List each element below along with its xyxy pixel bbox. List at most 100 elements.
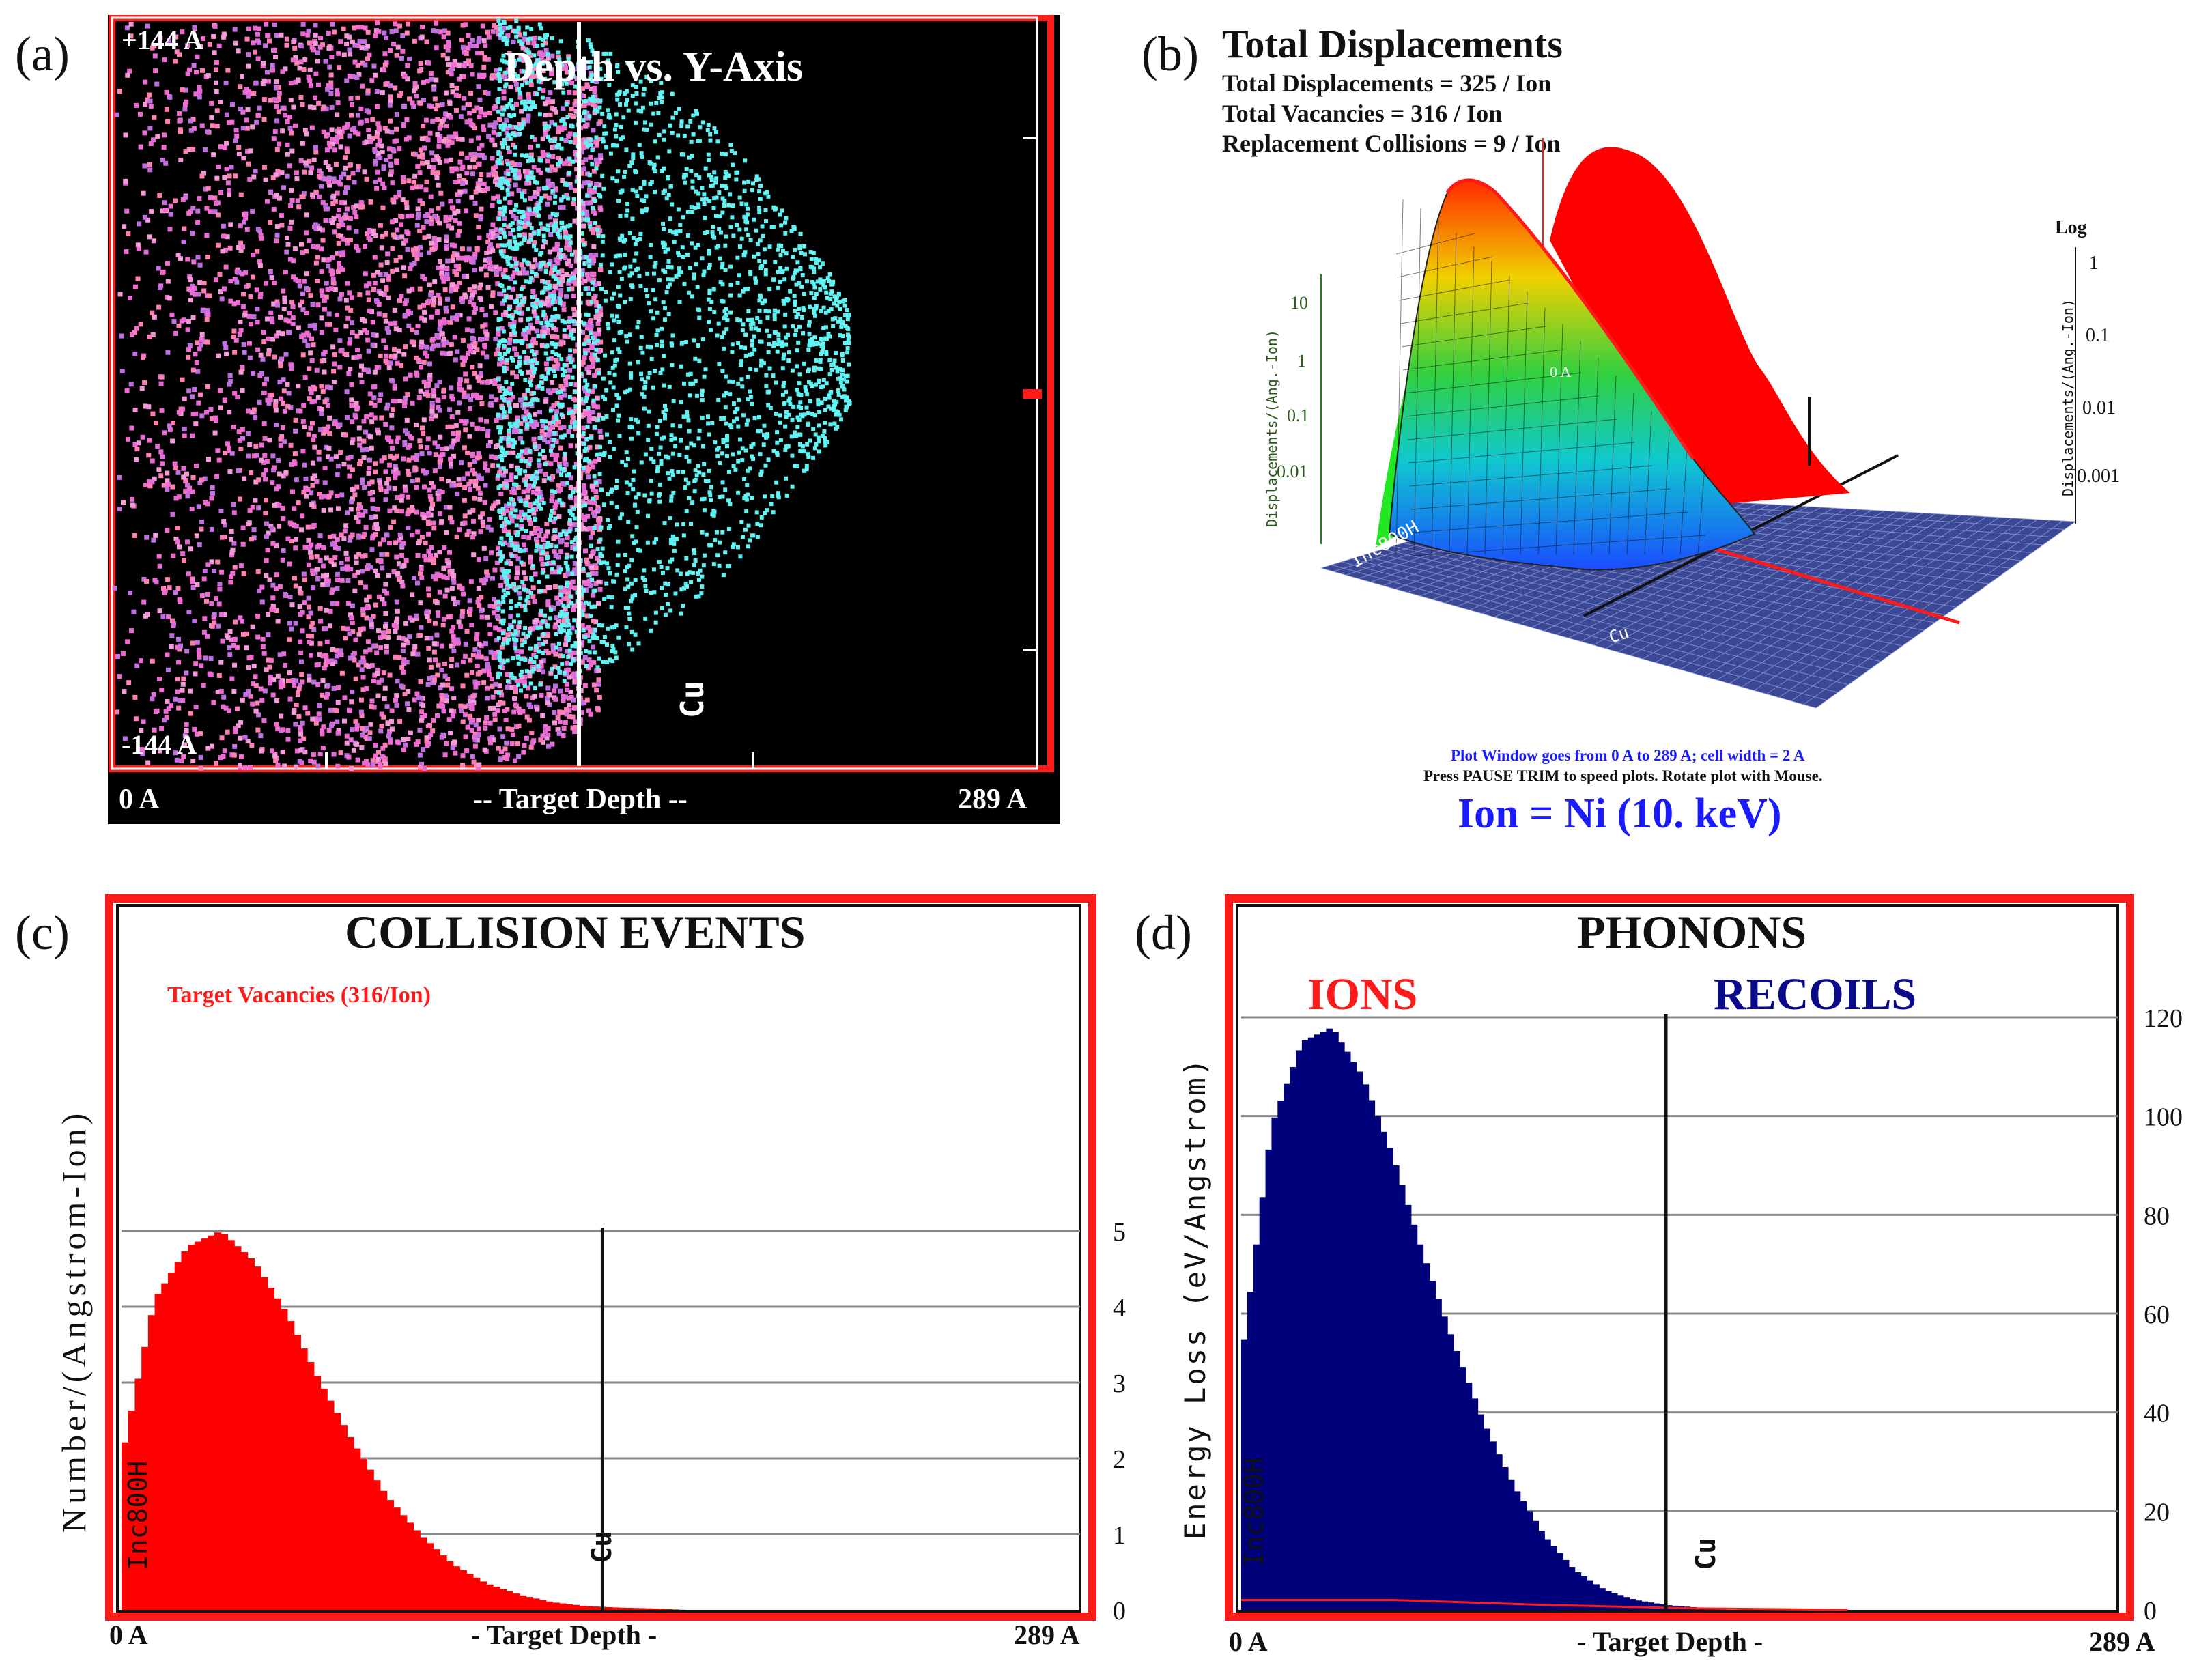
panel-a-point-4530 bbox=[420, 24, 425, 29]
panel-a-point-2902 bbox=[450, 89, 455, 95]
panel-a-point-1383 bbox=[443, 505, 449, 510]
panel-a-point-2822 bbox=[437, 300, 442, 306]
panel-a-point-2553 bbox=[332, 659, 338, 664]
panel-a-point-4067 bbox=[484, 332, 490, 337]
panel-a-point-566 bbox=[371, 705, 377, 710]
panel-a-point-838 bbox=[501, 472, 507, 478]
panel-a-point-1647 bbox=[477, 188, 483, 193]
panel-a-point-1021 bbox=[141, 599, 147, 605]
panel-a-point-2647 bbox=[404, 417, 410, 423]
panel-a-point-1207 bbox=[567, 675, 572, 680]
panel-a-point-4220 bbox=[453, 131, 458, 137]
panel-a-point-3528 bbox=[581, 468, 586, 473]
panel-a-point-3618 bbox=[258, 733, 264, 739]
panel-a-point-191 bbox=[450, 441, 455, 447]
panel-a-point-3933 bbox=[274, 302, 280, 308]
panel-a-point-4188 bbox=[368, 617, 373, 623]
panel-a-point-1400 bbox=[209, 100, 214, 106]
panel-a-point-1469 bbox=[236, 145, 242, 150]
panel-a-point-1054 bbox=[365, 231, 370, 236]
panel-a-point-2596 bbox=[551, 290, 556, 296]
panel-a-point-1847 bbox=[591, 244, 597, 249]
panel-a-point-1803 bbox=[257, 105, 262, 111]
panel-a-point-3581 bbox=[510, 286, 515, 292]
panel-a-point-1446 bbox=[543, 315, 548, 321]
panel-a-point-4708 bbox=[324, 281, 329, 286]
panel-a-point-4845 bbox=[409, 436, 414, 441]
panel-a-point-3832 bbox=[421, 417, 427, 423]
panel-a-point-483 bbox=[277, 380, 283, 385]
panel-a-point-4021 bbox=[310, 568, 315, 573]
panel-a-point-403 bbox=[347, 133, 352, 139]
panel-a-point-4719 bbox=[463, 427, 468, 433]
panel-a-point-341 bbox=[233, 128, 239, 133]
panel-a-point-795 bbox=[240, 244, 246, 250]
panel-a-point-4424 bbox=[470, 670, 475, 675]
panel-a-point-1640 bbox=[324, 322, 330, 327]
panel-a-point-3490 bbox=[330, 255, 335, 261]
panel-a-point-4490 bbox=[415, 553, 421, 558]
panel-a-point-1995 bbox=[378, 761, 383, 767]
panel-a-point-2105 bbox=[438, 573, 443, 578]
panel-a-point-621 bbox=[306, 74, 311, 80]
panel-a-point-3538 bbox=[350, 653, 356, 658]
panel-a-point-62 bbox=[528, 232, 534, 238]
panel-a-point-3669 bbox=[180, 87, 185, 93]
panel-a-point-1658 bbox=[438, 133, 443, 139]
panel-a-point-3994 bbox=[327, 534, 332, 539]
panel-a-point-707 bbox=[260, 81, 266, 87]
panel-a-point-197 bbox=[281, 307, 287, 312]
panel-a-point-1613 bbox=[286, 330, 292, 335]
panel-a-point-4495 bbox=[585, 391, 591, 397]
panel-a-point-2670 bbox=[519, 68, 524, 74]
panel-a-point-1883 bbox=[449, 385, 454, 391]
panel-a-point-4600 bbox=[450, 397, 455, 402]
panel-a-point-1894 bbox=[296, 690, 301, 696]
panel-a-point-1197 bbox=[386, 365, 392, 371]
panel-a-point-4922 bbox=[371, 228, 376, 233]
panel-a-point-1715 bbox=[573, 382, 579, 388]
panel-a-point-3553 bbox=[117, 507, 122, 512]
panel-a-point-1732 bbox=[399, 498, 404, 503]
panel-a-point-98 bbox=[472, 647, 478, 652]
panel-a-point-3884 bbox=[411, 151, 416, 156]
panel-a-point-869 bbox=[425, 519, 431, 524]
panel-a-point-4510 bbox=[550, 452, 555, 457]
panel-a-point-1920 bbox=[329, 590, 335, 595]
panel-a-point-2438 bbox=[298, 44, 304, 49]
panel-a-point-2113 bbox=[270, 63, 275, 68]
panel-a-point-1860 bbox=[188, 287, 193, 293]
panel-a-point-3323 bbox=[227, 645, 232, 651]
panel-a-point-2308 bbox=[359, 481, 365, 486]
panel-a-point-3593 bbox=[184, 670, 189, 676]
panel-a-point-2509 bbox=[436, 170, 441, 175]
panel-a-point-3410 bbox=[419, 709, 424, 715]
panel-a-point-4644 bbox=[413, 246, 419, 251]
panel-a-point-350 bbox=[444, 741, 449, 746]
panel-a-point-417 bbox=[132, 407, 138, 412]
panel-a-point-2264 bbox=[543, 262, 549, 268]
panel-a-point-1841 bbox=[452, 335, 457, 340]
panel-a-point-1337 bbox=[364, 139, 369, 145]
panel-a-point-4010 bbox=[561, 726, 567, 731]
panel-a-point-4537 bbox=[184, 728, 189, 733]
panel-a-point-2744 bbox=[227, 245, 233, 251]
panel-a-point-307 bbox=[356, 72, 362, 77]
panel-a-point-4256 bbox=[496, 330, 501, 335]
panel-a-point-371 bbox=[132, 442, 138, 447]
panel-a-point-1761 bbox=[533, 137, 538, 142]
panel-a-point-2939 bbox=[268, 220, 273, 225]
panel-a-point-606 bbox=[553, 187, 558, 193]
panel-a-point-118 bbox=[513, 642, 518, 647]
panel-a-point-4007 bbox=[432, 279, 438, 285]
panel-a-point-3241 bbox=[586, 365, 592, 370]
panel-a-point-1453 bbox=[310, 302, 315, 307]
panel-a-point-419 bbox=[397, 655, 402, 660]
panel-a-point-176 bbox=[471, 302, 477, 307]
panel-a-point-3691 bbox=[185, 539, 190, 545]
panel-a-point-590 bbox=[551, 388, 556, 394]
panel-a-point-311 bbox=[457, 221, 462, 226]
panel-a-point-3266 bbox=[255, 320, 260, 325]
panel-a-point-1909 bbox=[474, 347, 480, 352]
panel-a-point-122 bbox=[558, 599, 564, 605]
